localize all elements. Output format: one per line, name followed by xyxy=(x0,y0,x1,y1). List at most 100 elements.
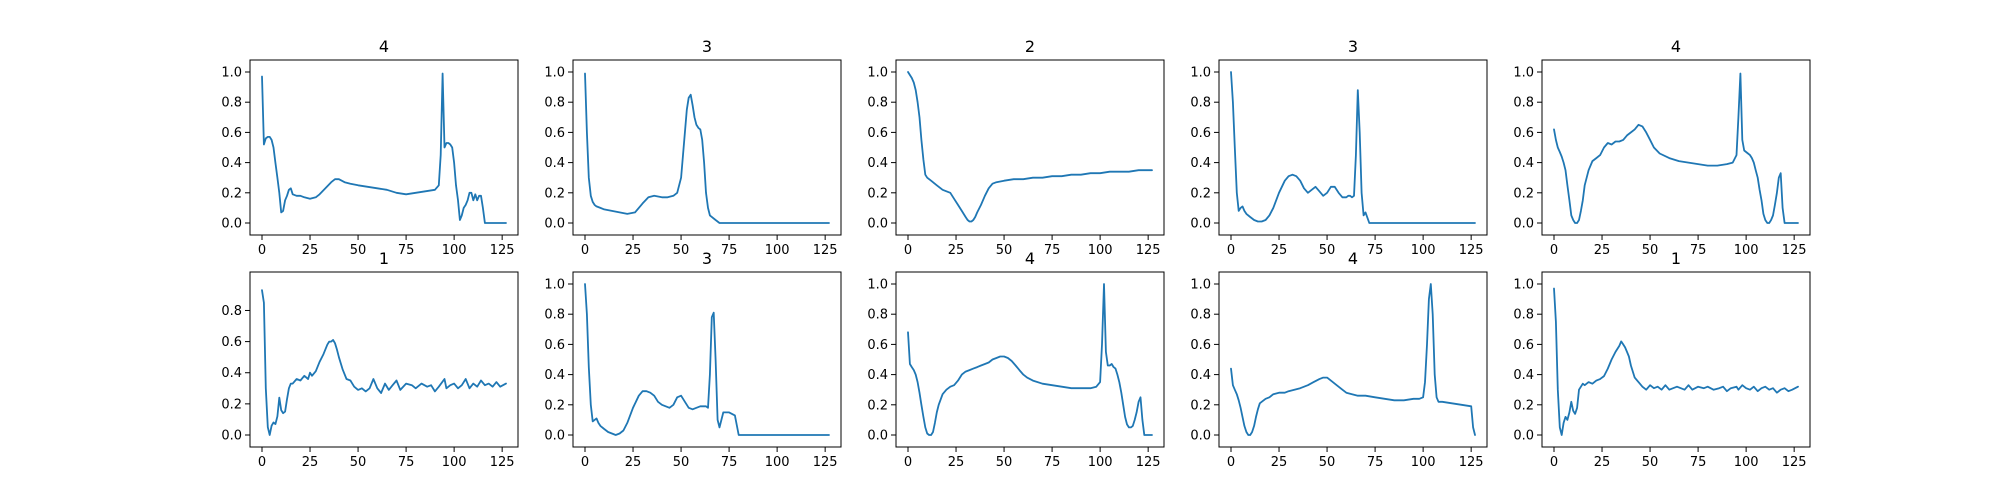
x-tick-label: 0 xyxy=(258,455,266,470)
subplot-title: 3 xyxy=(1348,37,1358,56)
x-tick-label: 125 xyxy=(490,243,515,258)
x-tick-label: 25 xyxy=(1271,455,1288,470)
subplot-title: 2 xyxy=(1025,37,1035,56)
y-tick-label: 0.2 xyxy=(221,186,242,201)
y-tick-label: 0.0 xyxy=(867,429,888,444)
y-tick-label: 0.4 xyxy=(221,156,242,171)
y-tick-label: 1.0 xyxy=(1513,66,1534,81)
x-tick-label: 125 xyxy=(1782,455,1807,470)
y-tick-label: 0.2 xyxy=(867,186,888,201)
subplot-title: 3 xyxy=(702,37,712,56)
series-line xyxy=(1553,287,1799,436)
x-tick-label: 25 xyxy=(1594,455,1611,470)
x-tick-label: 0 xyxy=(1227,243,1235,258)
y-tick-label: 0.4 xyxy=(221,366,242,381)
x-tick-label: 0 xyxy=(904,243,912,258)
y-tick-label: 0.2 xyxy=(1513,398,1534,413)
x-tick-label: 75 xyxy=(1690,243,1707,258)
x-tick-label: 25 xyxy=(1594,243,1611,258)
y-tick-label: 0.0 xyxy=(1513,429,1534,444)
subplot-10: 0 25 50 75 100 125 0.0 0.2 0.4 0.6 0.8 1.0 1 xyxy=(1513,249,1811,470)
x-tick-label: 75 xyxy=(1044,243,1061,258)
y-tick-label: 0.8 xyxy=(1190,308,1211,323)
x-tick-label: 125 xyxy=(1459,455,1484,470)
subplot-5: 0 25 50 75 100 125 0.0 0.2 0.4 0.6 0.8 1.0 4 xyxy=(1513,37,1811,258)
x-tick-label: 50 xyxy=(1642,243,1659,258)
x-tick-label: 50 xyxy=(673,243,690,258)
y-tick-label: 0.2 xyxy=(221,397,242,412)
y-tick-label: 1.0 xyxy=(867,66,888,81)
series-line xyxy=(907,283,1153,436)
x-tick-label: 0 xyxy=(1227,455,1235,470)
x-tick-label: 50 xyxy=(350,243,367,258)
y-tick-label: 1.0 xyxy=(1190,66,1211,81)
y-tick-label: 0.0 xyxy=(544,217,565,232)
x-tick-label: 125 xyxy=(1782,243,1807,258)
series-line xyxy=(1553,72,1799,224)
x-tick-label: 100 xyxy=(1088,243,1113,258)
x-tick-label: 0 xyxy=(581,455,589,470)
x-tick-label: 100 xyxy=(1088,455,1113,470)
x-tick-label: 50 xyxy=(996,243,1013,258)
x-tick-label: 0 xyxy=(258,243,266,258)
series-line xyxy=(584,72,830,224)
x-tick-label: 75 xyxy=(721,243,738,258)
y-tick-label: 0.6 xyxy=(221,335,242,350)
axes-frame xyxy=(895,271,1165,448)
x-tick-label: 50 xyxy=(1642,455,1659,470)
subplot-9: 0 25 50 75 100 125 0.0 0.2 0.4 0.6 0.8 1.0 4 xyxy=(1190,249,1488,470)
subplot-8: 0 25 50 75 100 125 0.0 0.2 0.4 0.6 0.8 1.0 4 xyxy=(867,249,1165,470)
x-tick-label: 75 xyxy=(1367,243,1384,258)
x-tick-label: 25 xyxy=(948,455,965,470)
series-line xyxy=(261,72,507,224)
x-tick-label: 100 xyxy=(765,243,790,258)
y-tick-label: 0.6 xyxy=(544,338,565,353)
axes-frame xyxy=(1218,271,1488,448)
x-tick-label: 100 xyxy=(1411,243,1436,258)
y-tick-label: 0.2 xyxy=(544,398,565,413)
y-tick-label: 1.0 xyxy=(1513,278,1534,293)
y-tick-label: 0.6 xyxy=(1190,338,1211,353)
y-tick-label: 0.8 xyxy=(544,308,565,323)
y-tick-label: 0.4 xyxy=(1513,368,1534,383)
x-tick-label: 75 xyxy=(1044,455,1061,470)
y-tick-label: 0.6 xyxy=(867,126,888,141)
y-tick-label: 0.4 xyxy=(544,156,565,171)
y-tick-label: 0.2 xyxy=(544,186,565,201)
subplot-title: 1 xyxy=(1671,249,1681,268)
x-tick-label: 100 xyxy=(1734,243,1759,258)
y-tick-label: 1.0 xyxy=(544,66,565,81)
y-tick-label: 0.8 xyxy=(1513,96,1534,111)
y-tick-label: 0.8 xyxy=(1513,308,1534,323)
y-tick-label: 1.0 xyxy=(221,66,242,81)
y-tick-label: 0.0 xyxy=(1190,429,1211,444)
x-tick-label: 125 xyxy=(490,455,515,470)
x-tick-label: 0 xyxy=(904,455,912,470)
subplot-2: 0 25 50 75 100 125 0.0 0.2 0.4 0.6 0.8 1.0 3 xyxy=(544,37,842,258)
y-tick-label: 0.4 xyxy=(867,156,888,171)
subplot-7: 0 25 50 75 100 125 0.0 0.2 0.4 0.6 0.8 1.0 3 xyxy=(544,249,842,470)
y-tick-label: 0.0 xyxy=(1513,217,1534,232)
x-tick-label: 50 xyxy=(996,455,1013,470)
y-tick-label: 0.2 xyxy=(1513,186,1534,201)
x-tick-label: 0 xyxy=(1550,243,1558,258)
y-tick-label: 0.0 xyxy=(867,217,888,232)
subplot-6: 0 25 50 75 100 125 0.0 0.2 0.4 0.6 0.8 1 xyxy=(221,249,519,470)
x-tick-label: 100 xyxy=(442,243,467,258)
x-tick-label: 100 xyxy=(1411,455,1436,470)
y-tick-label: 1.0 xyxy=(1190,278,1211,293)
x-tick-label: 25 xyxy=(302,243,319,258)
y-tick-label: 0.4 xyxy=(544,368,565,383)
x-tick-label: 125 xyxy=(813,243,838,258)
x-tick-label: 75 xyxy=(1690,455,1707,470)
y-tick-label: 0.4 xyxy=(867,368,888,383)
y-tick-label: 0.0 xyxy=(221,217,242,232)
axes-frame xyxy=(249,271,519,448)
x-tick-label: 100 xyxy=(442,455,467,470)
x-tick-label: 100 xyxy=(1734,455,1759,470)
y-tick-label: 0.0 xyxy=(1190,217,1211,232)
x-tick-label: 75 xyxy=(1367,455,1384,470)
x-tick-label: 25 xyxy=(948,243,965,258)
y-tick-label: 1.0 xyxy=(867,278,888,293)
